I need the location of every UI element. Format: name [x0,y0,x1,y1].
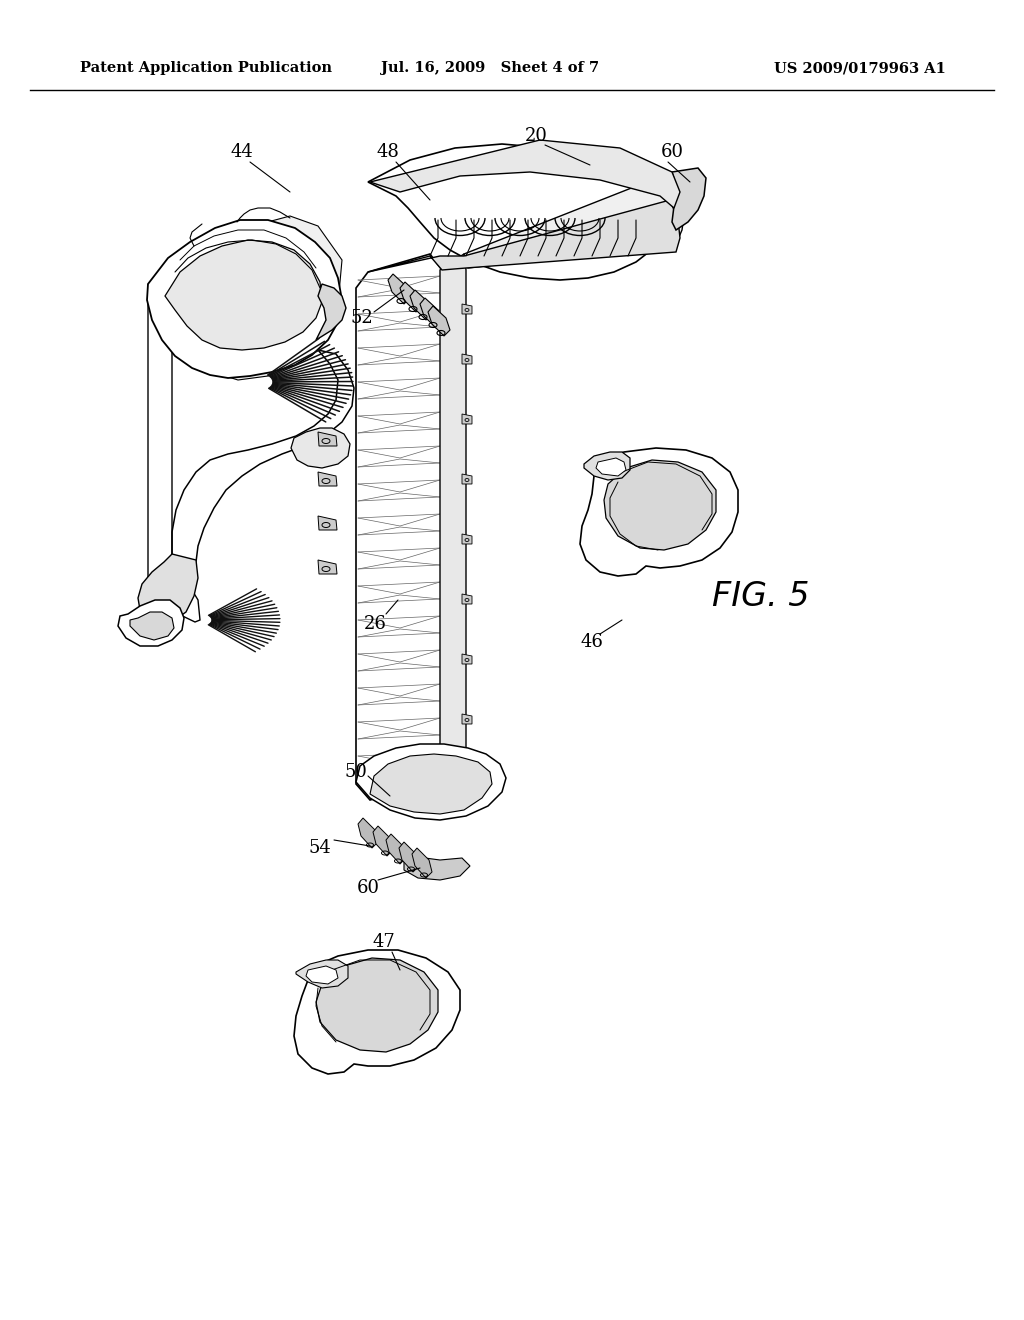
Text: 48: 48 [377,143,399,161]
Polygon shape [440,253,466,781]
Polygon shape [373,826,393,855]
Text: 46: 46 [581,634,603,651]
Polygon shape [316,958,438,1052]
Polygon shape [462,594,472,605]
Polygon shape [399,842,419,873]
Polygon shape [318,432,337,446]
Polygon shape [368,144,672,280]
Polygon shape [462,414,472,424]
Polygon shape [386,834,406,865]
Text: 26: 26 [364,615,386,634]
Text: 54: 54 [308,840,332,857]
Polygon shape [464,172,684,268]
Polygon shape [356,744,506,820]
Polygon shape [147,220,342,378]
Polygon shape [604,459,716,550]
Text: FIG. 5: FIG. 5 [712,581,809,612]
Polygon shape [294,950,460,1074]
Polygon shape [316,284,346,341]
Polygon shape [462,535,472,544]
Text: 20: 20 [524,127,548,145]
Polygon shape [368,201,680,272]
Polygon shape [296,960,348,987]
Text: US 2009/0179963 A1: US 2009/0179963 A1 [774,61,946,75]
Text: 60: 60 [660,143,683,161]
Polygon shape [356,253,442,800]
Polygon shape [596,458,626,477]
Polygon shape [138,554,198,622]
Text: 60: 60 [356,879,380,898]
Polygon shape [165,240,322,350]
Polygon shape [370,754,492,814]
Polygon shape [118,601,184,645]
Polygon shape [148,284,200,622]
Polygon shape [358,818,378,847]
Polygon shape [412,847,432,878]
Polygon shape [318,560,337,574]
Text: 47: 47 [373,933,395,950]
Polygon shape [400,282,422,312]
Polygon shape [318,516,337,531]
Polygon shape [404,855,470,880]
Polygon shape [370,140,680,209]
Polygon shape [672,168,706,230]
Polygon shape [420,298,442,327]
Polygon shape [462,653,472,664]
Polygon shape [130,612,174,640]
Polygon shape [164,216,342,380]
Text: Jul. 16, 2009   Sheet 4 of 7: Jul. 16, 2009 Sheet 4 of 7 [381,61,599,75]
Text: Patent Application Publication: Patent Application Publication [80,61,332,75]
Polygon shape [462,304,472,314]
Polygon shape [318,473,337,486]
Polygon shape [580,447,738,576]
Polygon shape [462,354,472,364]
Polygon shape [462,714,472,723]
Polygon shape [428,306,450,337]
Polygon shape [462,474,472,484]
Polygon shape [388,275,410,304]
Polygon shape [584,451,630,480]
Text: 44: 44 [230,143,253,161]
Polygon shape [410,290,432,319]
Text: 52: 52 [350,309,374,327]
Polygon shape [291,428,350,469]
Polygon shape [306,966,338,983]
Text: 50: 50 [344,763,368,781]
